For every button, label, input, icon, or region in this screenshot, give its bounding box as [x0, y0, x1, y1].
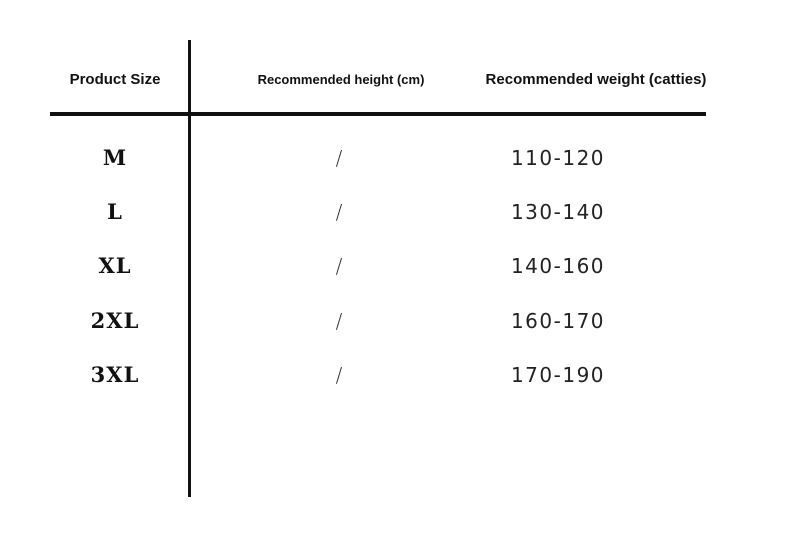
size-cell: XL: [98, 253, 132, 278]
weight-cell: 160-170: [510, 309, 606, 333]
height-cell: /: [335, 254, 343, 278]
header-recommended-weight: Recommended weight (catties): [485, 71, 707, 88]
size-cell: 2XL: [90, 308, 140, 333]
table-row: 2XL / 160-170: [0, 306, 790, 336]
table-row: 3XL / 170-190: [0, 360, 790, 390]
table-row: L / 130-140: [0, 197, 790, 227]
header-recommended-height: Recommended height (cm): [257, 72, 425, 87]
header-product-size: Product Size: [69, 71, 161, 88]
size-cell: 3XL: [90, 362, 140, 387]
height-cell: /: [335, 146, 343, 170]
table-row: M / 110-120: [0, 143, 790, 173]
height-cell: /: [335, 363, 343, 387]
height-cell: /: [335, 309, 343, 333]
column-divider: [188, 40, 191, 497]
size-cell: L: [107, 199, 123, 224]
weight-cell: 170-190: [510, 363, 606, 387]
weight-cell: 130-140: [510, 200, 606, 224]
header-divider: [50, 112, 706, 116]
weight-cell: 110-120: [510, 146, 606, 170]
size-cell: M: [102, 145, 128, 170]
table-row: XL / 140-160: [0, 251, 790, 281]
weight-cell: 140-160: [510, 254, 606, 278]
height-cell: /: [335, 200, 343, 224]
